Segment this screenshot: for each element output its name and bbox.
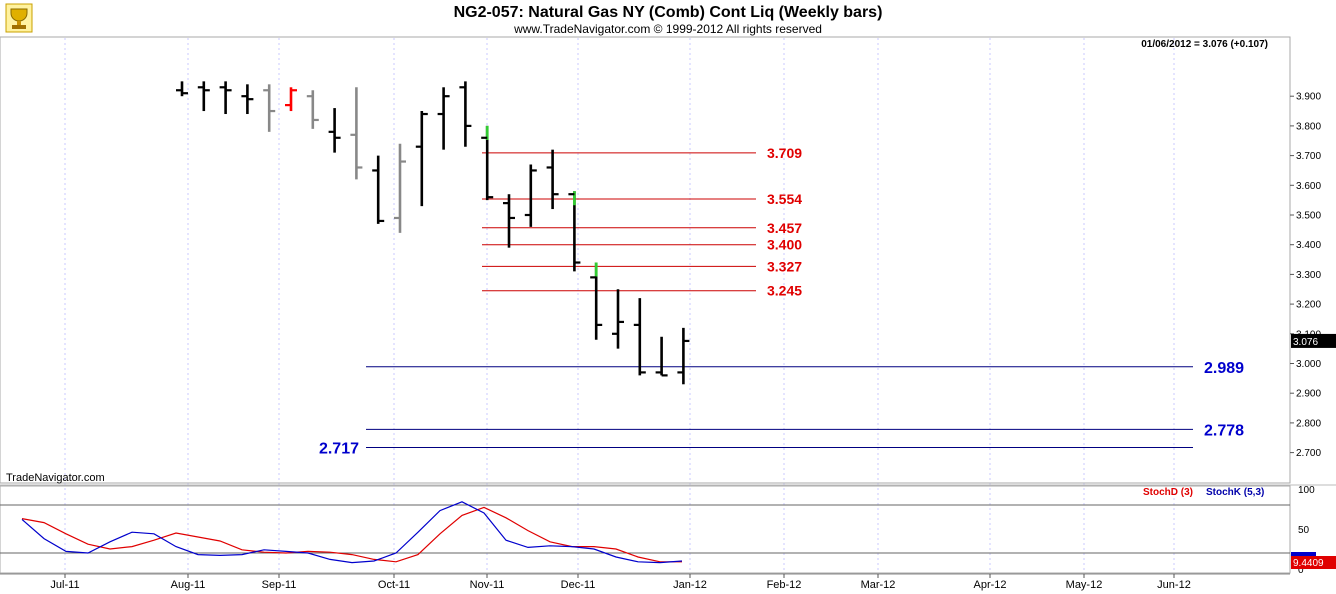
price-bars xyxy=(176,81,690,385)
current-price-label: 3.076 xyxy=(1293,337,1318,348)
ohlc-bar xyxy=(633,298,646,376)
ohlc-bar xyxy=(503,194,515,248)
x-tick-label: Sep-11 xyxy=(262,579,297,591)
trophy-logo-icon xyxy=(5,3,33,33)
ohlc-bar xyxy=(459,81,472,147)
brand-label: TradeNavigator.com xyxy=(6,472,105,484)
ohlc-bar xyxy=(568,191,581,272)
ohlc-bar xyxy=(306,90,319,129)
y-tick-label: 2.700 xyxy=(1296,448,1321,459)
x-tick-label: Dec-11 xyxy=(561,579,596,591)
stoch-tick-label: 100 xyxy=(1298,485,1315,496)
ohlc-bar xyxy=(263,84,276,132)
y-tick-label: 2.900 xyxy=(1296,389,1321,400)
y-tick-label: 3.200 xyxy=(1296,300,1321,311)
y-tick-label: 3.800 xyxy=(1296,121,1321,132)
ohlc-bar xyxy=(612,289,624,349)
price-panel-frame xyxy=(0,36,1291,484)
fib-label-red: 3.554 xyxy=(767,191,802,207)
x-tick-label: Jan-12 xyxy=(673,579,707,591)
ohlc-bar xyxy=(219,81,232,115)
stoch-axis: 100 50 0 xyxy=(1298,485,1315,576)
time-axis: Jul-11 Aug-11 Sep-11 Oct-11 Nov-11 Dec-11 Jan-… xyxy=(50,574,1191,591)
y-tick-label: 3.300 xyxy=(1296,270,1321,281)
y-tick-label: 3.900 xyxy=(1296,92,1321,103)
y-tick-label: 3.500 xyxy=(1296,211,1321,222)
y-tick-label: 3.700 xyxy=(1296,151,1321,162)
stoch-tick-label: 0 xyxy=(1298,565,1304,576)
x-tick-label: Nov-11 xyxy=(470,579,505,591)
x-tick-label: Apr-12 xyxy=(973,579,1006,591)
y-tick-label: 3.400 xyxy=(1296,240,1321,251)
x-tick-label: Jul-11 xyxy=(50,579,79,591)
vertical-grid xyxy=(64,38,1175,573)
stochastic-lines xyxy=(0,501,1290,564)
ohlc-bar xyxy=(328,108,341,153)
ohlc-bar xyxy=(655,336,668,377)
legend-stoch-d: StochD (3) xyxy=(1143,487,1193,498)
last-quote: 01/06/2012 = 3.076 (+0.107) xyxy=(1141,39,1268,50)
ohlc-bar xyxy=(394,143,406,233)
y-tick-label: 3.000 xyxy=(1296,359,1321,370)
y-tick-label: 2.800 xyxy=(1296,418,1321,429)
x-tick-label: Aug-11 xyxy=(171,579,206,591)
current-price-marker: 3.076 xyxy=(1291,333,1336,348)
x-tick-label: May-12 xyxy=(1066,579,1103,591)
fib-label-red: 3.400 xyxy=(767,237,802,253)
fib-label-blue: 2.717 xyxy=(319,441,359,458)
ohlc-bar xyxy=(241,84,254,115)
ohlc-bar xyxy=(176,81,188,97)
legend-stoch-k: StochK (5,3) xyxy=(1206,487,1264,498)
ohlc-bar xyxy=(437,87,450,150)
ohlc-bar xyxy=(546,149,559,210)
fib-label-blue: 2.778 xyxy=(1204,422,1244,439)
x-tick-label: Mar-12 xyxy=(861,579,896,591)
chart-title: NG2-057: Natural Gas NY (Comb) Cont Liq … xyxy=(454,4,883,21)
ohlc-bar xyxy=(590,262,603,340)
fib-label-red: 3.457 xyxy=(767,220,802,236)
fib-label-red: 3.709 xyxy=(767,145,802,161)
x-tick-label: Feb-12 xyxy=(767,579,802,591)
ohlc-bar xyxy=(197,81,210,112)
fib-label-blue: 2.989 xyxy=(1204,360,1244,377)
ohlc-bar xyxy=(372,155,385,224)
stoch-panel-frame xyxy=(0,485,1291,574)
x-tick-label: Jun-12 xyxy=(1157,579,1191,591)
ohlc-bar xyxy=(524,164,537,227)
x-tick-label: Oct-11 xyxy=(378,579,410,591)
ohlc-bar xyxy=(285,87,297,112)
ohlc-bar xyxy=(677,327,690,385)
ohlc-bar xyxy=(415,111,428,207)
stoch-current-label: 9.4409 xyxy=(1293,558,1324,569)
fib-label-red: 3.327 xyxy=(767,258,802,274)
stoch-k-line xyxy=(21,501,683,564)
stoch-tick-label: 50 xyxy=(1298,525,1310,536)
ohlc-bar xyxy=(481,125,494,201)
stoch-current-marker: 9.4409 xyxy=(1291,552,1336,569)
ohlc-bar xyxy=(350,87,363,180)
copyright-text: www.TradeNavigator.com © 1999-2012 All r… xyxy=(513,22,822,36)
fib-label-red: 3.245 xyxy=(767,283,802,299)
y-tick-label: 3.600 xyxy=(1296,181,1321,192)
